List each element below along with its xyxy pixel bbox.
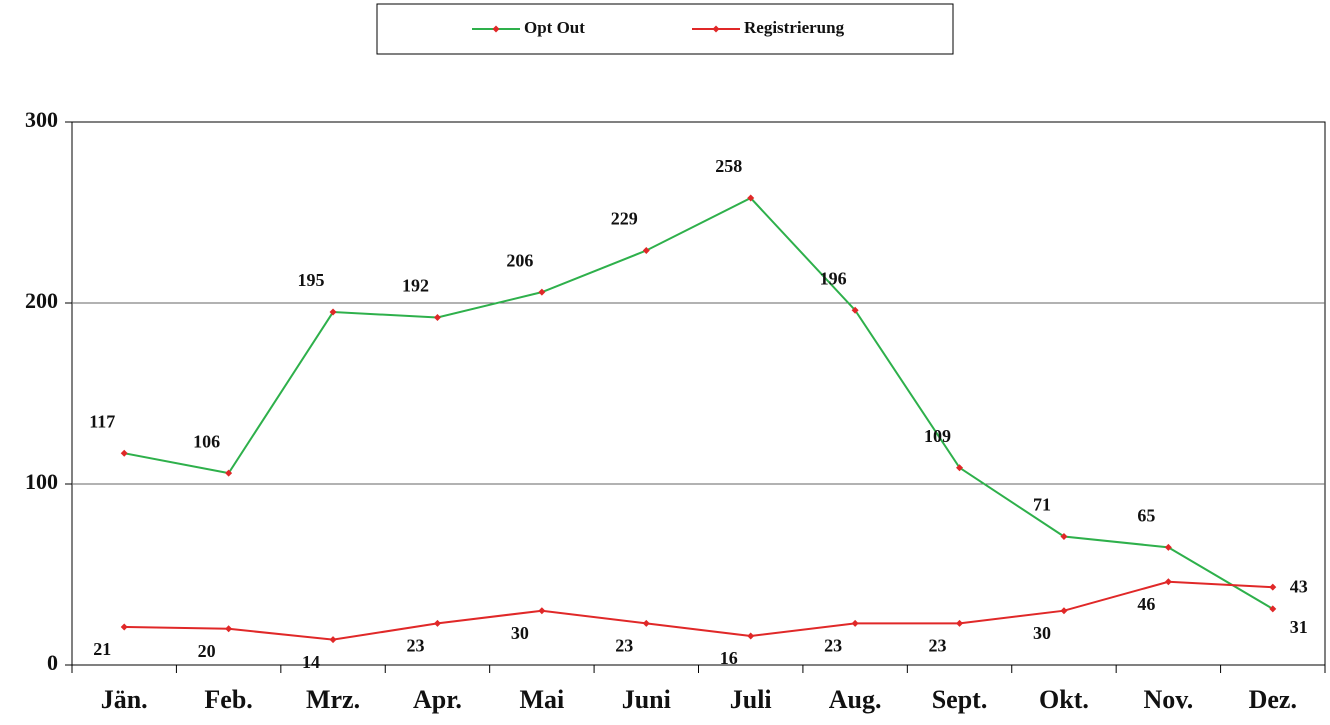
data-label: 71 xyxy=(1033,495,1051,515)
data-label: 192 xyxy=(402,276,429,296)
data-label: 65 xyxy=(1137,505,1155,525)
legend-label: Registrierung xyxy=(744,18,845,37)
data-point xyxy=(329,308,337,316)
data-point xyxy=(1060,607,1068,615)
data-point xyxy=(1269,605,1277,613)
series-line xyxy=(124,196,1274,610)
data-label: 16 xyxy=(720,648,738,668)
data-label: 23 xyxy=(406,635,424,655)
data-label: 21 xyxy=(93,639,111,659)
legend-box xyxy=(376,3,954,55)
data-label: 31 xyxy=(1290,617,1308,637)
x-tick-label: Juni xyxy=(622,685,671,714)
data-point xyxy=(225,625,233,633)
data-point xyxy=(329,636,337,644)
data-point xyxy=(120,449,128,457)
data-label: 106 xyxy=(193,431,220,451)
data-label: 258 xyxy=(715,156,742,176)
x-tick-label: Nov. xyxy=(1143,685,1193,714)
data-point xyxy=(1269,583,1277,591)
data-label: 43 xyxy=(1290,576,1308,596)
data-point xyxy=(1164,578,1172,586)
x-tick-label: Juli xyxy=(730,685,772,714)
x-tick-label: Mai xyxy=(519,685,564,714)
data-label: 229 xyxy=(611,209,638,229)
y-tick-label: 200 xyxy=(25,288,58,313)
y-tick-label: 100 xyxy=(25,469,58,494)
data-point xyxy=(538,288,546,296)
y-tick-label: 300 xyxy=(25,107,58,132)
data-label: 30 xyxy=(1033,623,1051,643)
data-label: 30 xyxy=(511,623,529,643)
data-point xyxy=(956,464,964,472)
data-label: 195 xyxy=(298,270,325,290)
x-tick-label: Dez. xyxy=(1249,685,1297,714)
legend-label: Opt Out xyxy=(524,18,585,37)
x-tick-label: Sept. xyxy=(932,685,988,714)
data-label: 117 xyxy=(89,411,115,431)
data-point xyxy=(956,619,964,627)
y-tick-label: 0 xyxy=(47,650,58,675)
legend-marker xyxy=(712,25,720,33)
data-point xyxy=(851,306,859,314)
data-label: 109 xyxy=(924,426,951,446)
x-tick-label: Aug. xyxy=(829,685,882,714)
data-label: 196 xyxy=(820,268,847,288)
data-label: 20 xyxy=(198,641,216,661)
data-point xyxy=(225,469,233,477)
data-label: 46 xyxy=(1137,594,1155,614)
data-label: 23 xyxy=(615,635,633,655)
data-point xyxy=(433,313,441,321)
data-point xyxy=(1164,543,1172,551)
data-label: 14 xyxy=(302,652,320,672)
data-point xyxy=(642,247,650,255)
data-point xyxy=(747,194,755,202)
data-point xyxy=(1060,532,1068,540)
x-tick-label: Feb. xyxy=(204,685,252,714)
data-point xyxy=(747,632,755,640)
data-point xyxy=(120,623,128,631)
data-point xyxy=(538,607,546,615)
series-line xyxy=(124,580,1273,641)
x-tick-label: Mrz. xyxy=(306,685,360,714)
data-point xyxy=(851,619,859,627)
data-label: 23 xyxy=(824,635,842,655)
x-tick-label: Jän. xyxy=(101,685,148,714)
plot-frame xyxy=(71,121,1326,666)
x-tick-label: Okt. xyxy=(1039,685,1089,714)
data-label: 206 xyxy=(506,250,533,270)
x-tick-label: Apr. xyxy=(413,685,462,714)
data-point xyxy=(642,619,650,627)
legend-marker xyxy=(492,25,500,33)
data-point xyxy=(433,619,441,627)
data-label: 23 xyxy=(929,635,947,655)
